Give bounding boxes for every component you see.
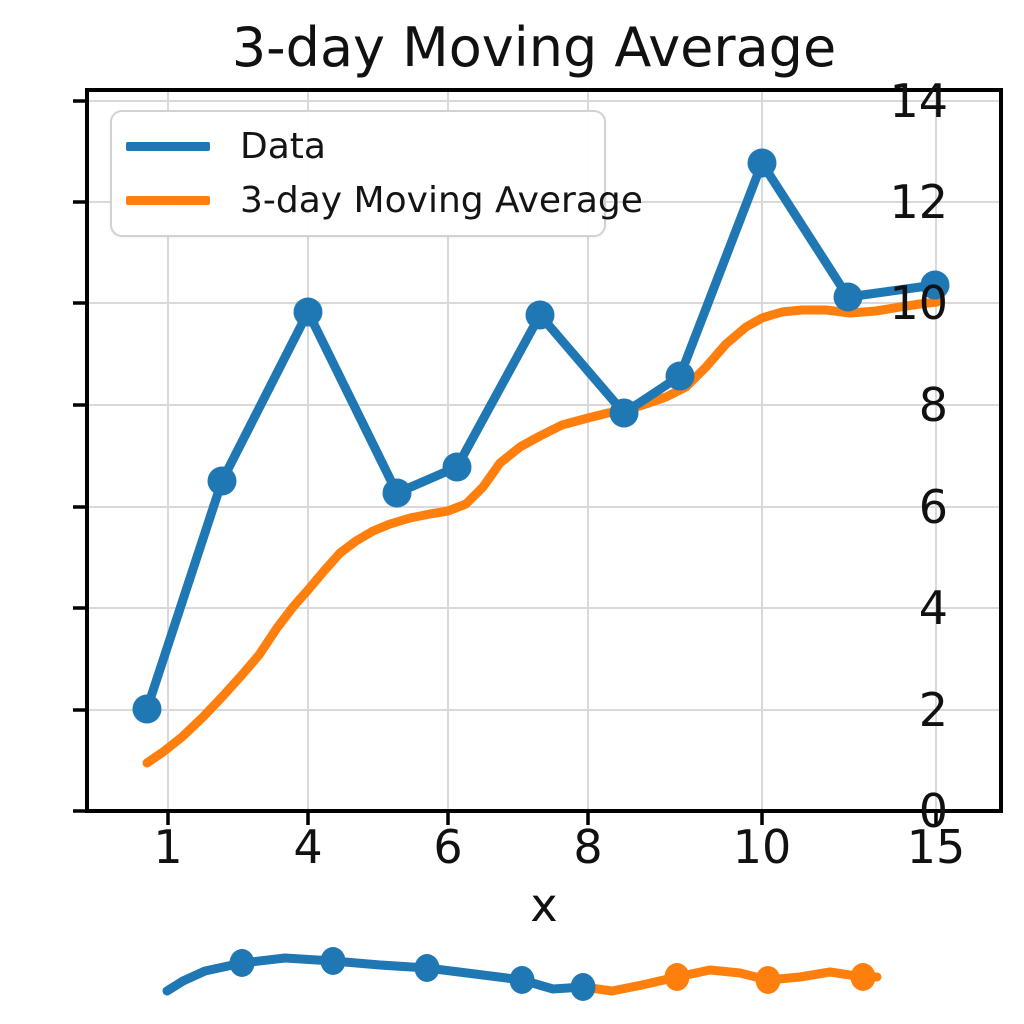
data-point-marker (747, 148, 777, 178)
y-tick-label: 4 (918, 581, 948, 635)
data-point-marker (525, 300, 555, 330)
data-point-marker (833, 282, 863, 312)
data-point-marker (920, 270, 950, 300)
chart-title: 3-day Moving Average (231, 16, 837, 79)
x-tick-label: 1 (153, 820, 183, 874)
y-tick-label: 14 (889, 74, 948, 128)
squiggle-orange-marker (755, 966, 781, 994)
data-series-swatch (126, 142, 210, 152)
x-tick-label: 15 (906, 820, 966, 874)
squiggle-blue-marker (570, 973, 596, 1001)
squiggle-blue-marker (229, 949, 255, 977)
data-point-marker (293, 297, 323, 327)
x-tick-label: 10 (732, 820, 792, 874)
x-tick-label: 8 (573, 820, 603, 874)
data-point-marker (207, 466, 237, 496)
squiggle-blue-marker (414, 954, 440, 982)
data-point-marker (609, 398, 639, 428)
y-tick-label: 10 (889, 276, 948, 330)
data-point-marker (132, 694, 162, 724)
moving-average-line (142, 297, 942, 768)
data-point-marker (382, 478, 412, 508)
y-tick-label: 8 (918, 378, 948, 432)
legend-label-moving-average: 3-day Moving Average (240, 179, 643, 221)
y-tick-label: 6 (918, 480, 948, 534)
legend-item-moving-average: 3-day Moving Average (126, 180, 643, 221)
axes-frame (85, 88, 1003, 813)
data-point-marker (442, 452, 472, 482)
moving-average-series-swatch (126, 195, 210, 205)
squiggle-blue-marker (320, 947, 346, 975)
x-tick-label: 4 (293, 820, 323, 874)
x-axis-label: x (530, 878, 558, 932)
squiggle-orange-marker (850, 963, 876, 991)
y-tick-label: 12 (889, 175, 948, 229)
data-point-marker (665, 361, 695, 391)
legend-label-data: Data (240, 126, 326, 168)
squiggle-orange-line (578, 965, 882, 996)
squiggle-blue-marker (509, 966, 535, 994)
y-tick-label: 2 (918, 683, 948, 737)
x-tick-label: 6 (433, 820, 463, 874)
squiggle-orange-marker (664, 963, 690, 991)
legend-item-data: Data (126, 126, 590, 167)
legend: Data 3-day Moving Average (110, 110, 643, 237)
y-tick-label: 0 (918, 784, 948, 838)
